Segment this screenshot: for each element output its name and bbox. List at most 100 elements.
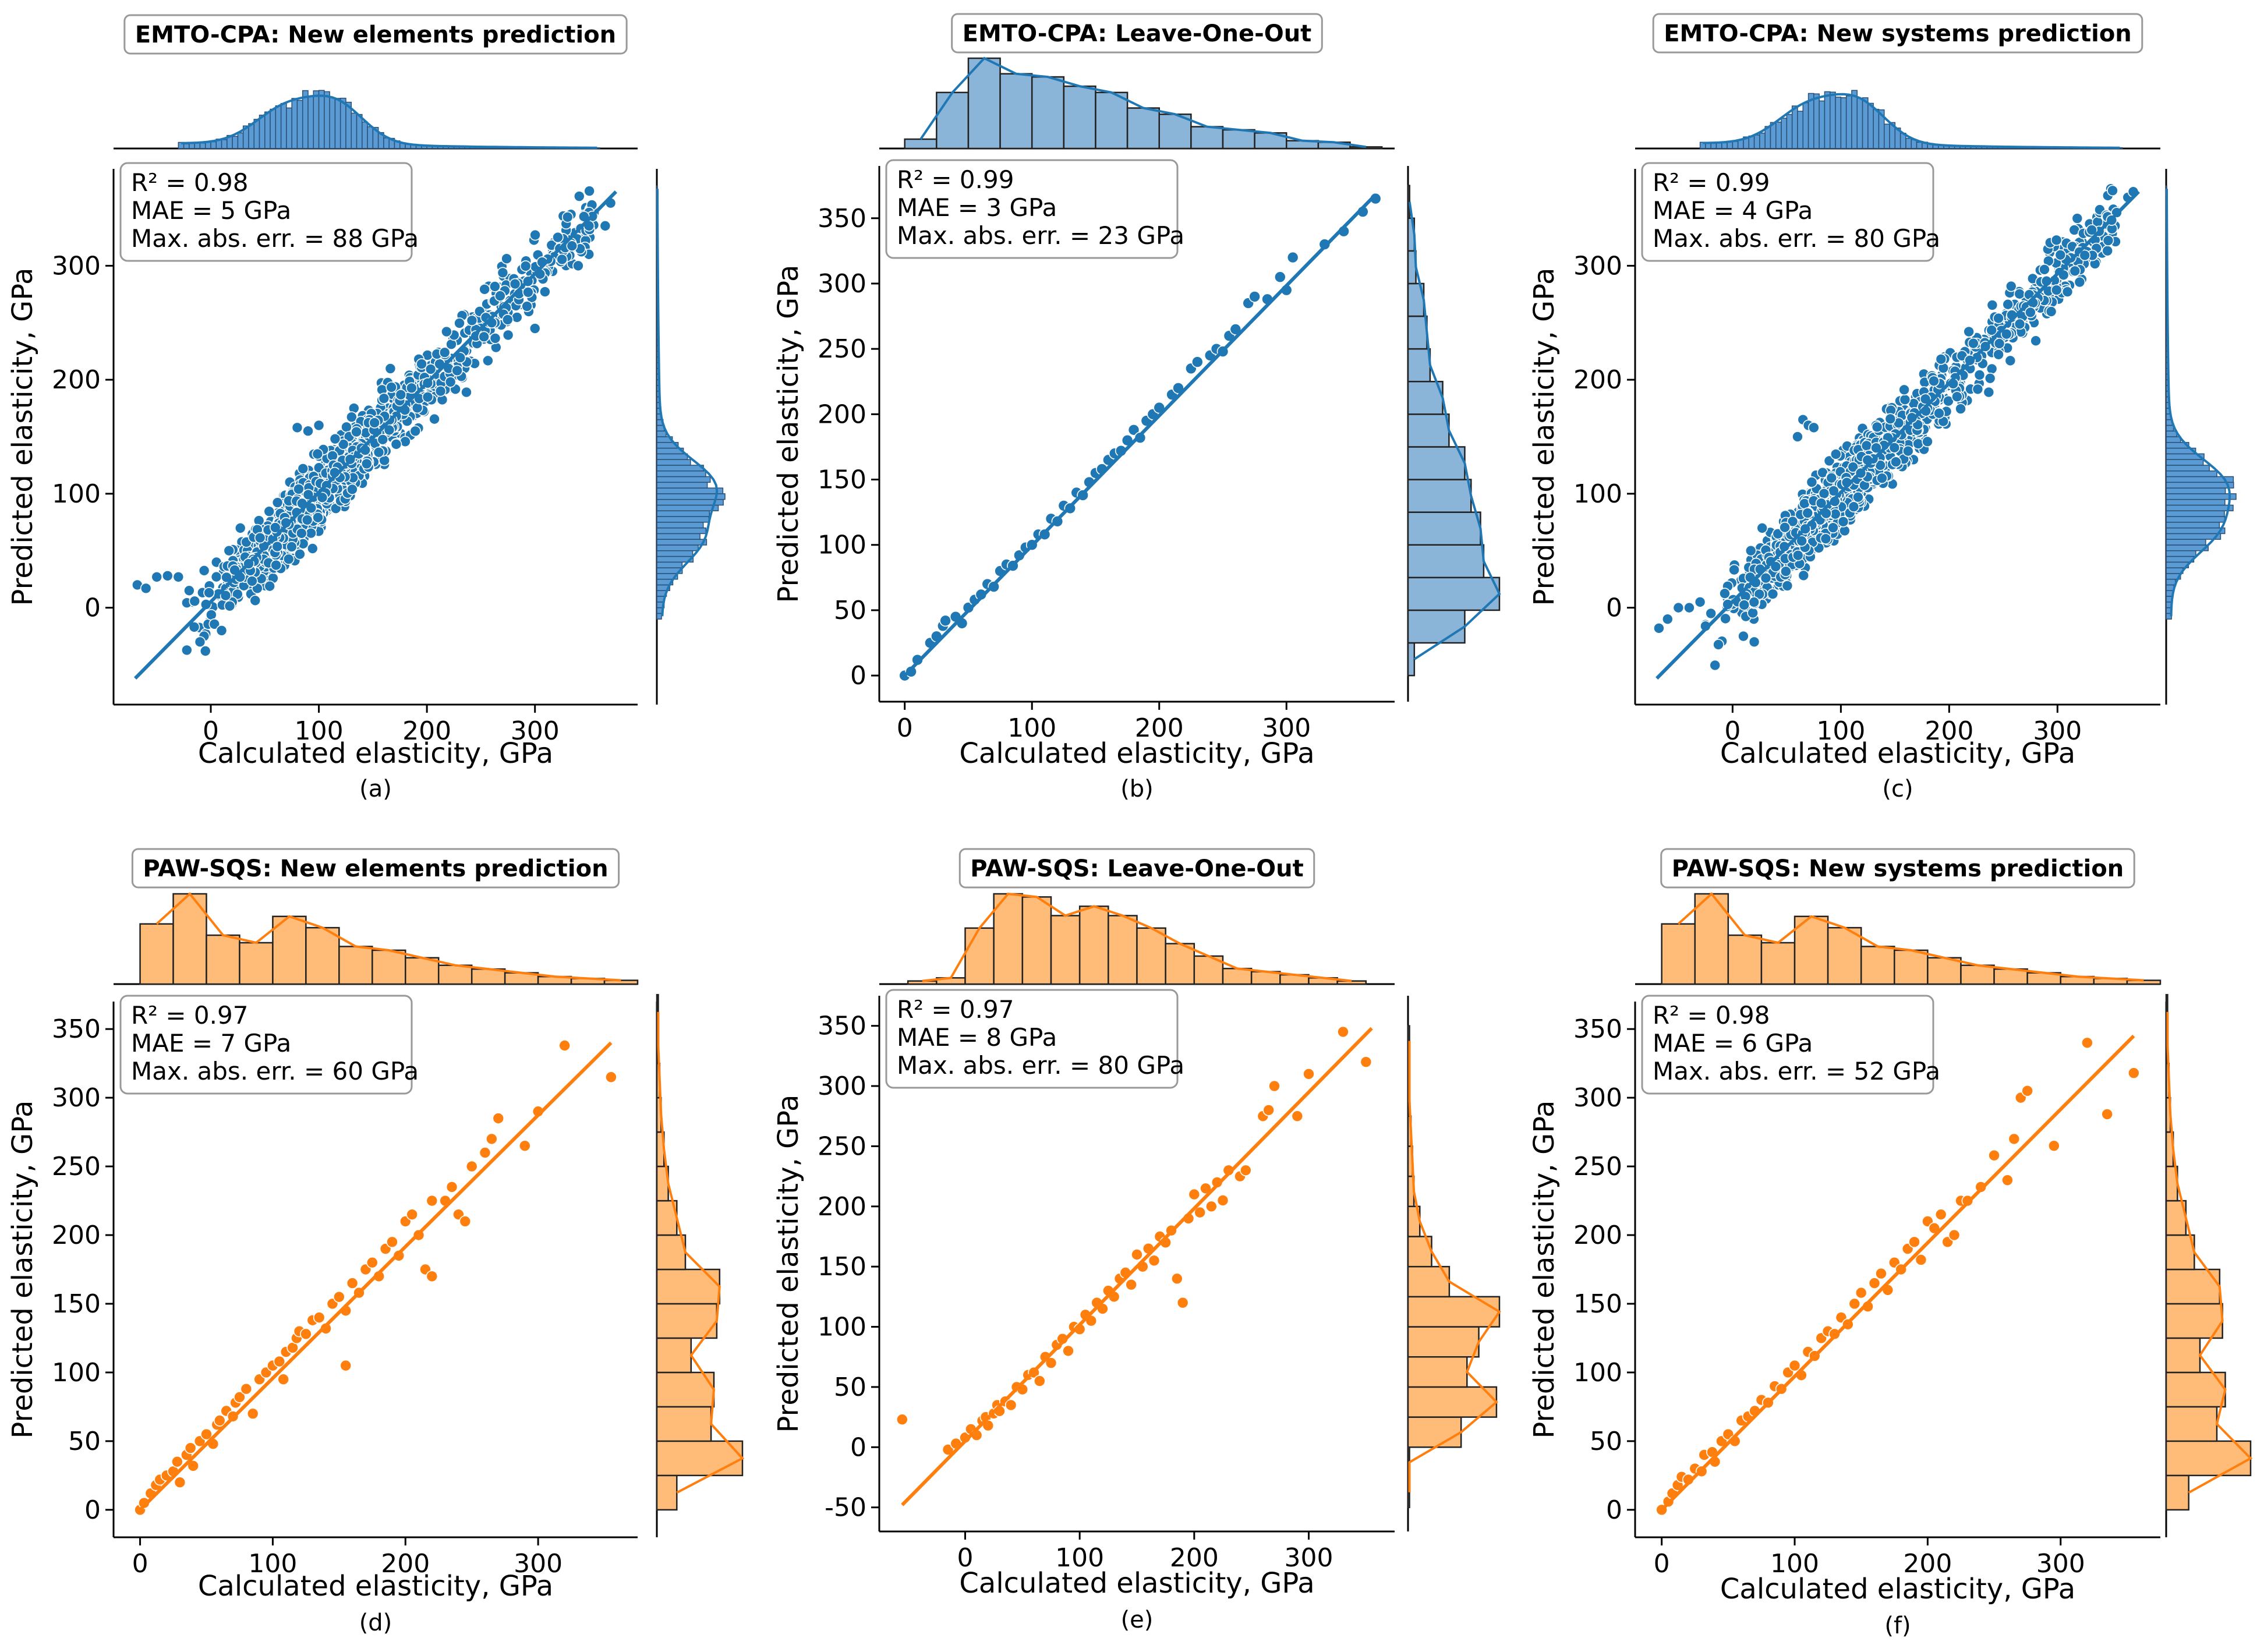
data-point: [1672, 602, 1685, 614]
title-box: [951, 13, 1323, 54]
histogram-bar: [1775, 121, 1782, 149]
data-point: [138, 1497, 150, 1509]
histogram-bar: [2166, 533, 2221, 540]
data-point: [1134, 431, 1147, 444]
data-point: [386, 1236, 398, 1248]
y-tick-label: 150: [1573, 1289, 1622, 1319]
data-point: [1847, 461, 1859, 473]
histogram-bar: [313, 90, 320, 149]
histogram-bar: [1793, 915, 1829, 985]
data-point: [1756, 522, 1768, 534]
histogram-bar: [2126, 979, 2162, 985]
y-tick-label: 100: [818, 530, 866, 560]
x-tick-label: 300: [511, 716, 560, 746]
histogram-bar: [1927, 957, 1962, 985]
histogram-bar: [1407, 642, 1416, 677]
stats-box: [119, 995, 413, 1095]
histogram-bar: [302, 90, 309, 149]
data-point: [2025, 306, 2036, 319]
data-point: [1719, 588, 1731, 599]
x-tick-label: 200: [1170, 1543, 1219, 1573]
data-point: [406, 382, 418, 394]
data-point: [441, 326, 452, 338]
stats-line: R² = 0.98: [1653, 1001, 1770, 1030]
histogram-bar: [405, 957, 440, 985]
x-tick-label: 300: [1285, 1543, 1333, 1573]
stats-line: Max. abs. err. = 88 GPa: [131, 224, 419, 253]
y-tick-label: 50: [68, 1427, 101, 1456]
histogram-bar: [656, 544, 699, 551]
histogram-bar: [1873, 108, 1880, 149]
histogram-bar: [1993, 968, 2028, 985]
y-tick-label: 200: [818, 1192, 866, 1222]
histogram-bar: [656, 516, 710, 523]
x-tick-label: 300: [2036, 1549, 2085, 1579]
data-point: [270, 522, 281, 533]
y-tick-label: 250: [818, 1131, 866, 1161]
histogram-bar: [367, 126, 374, 149]
histogram-bar: [1136, 927, 1166, 985]
data-point: [454, 352, 466, 364]
histogram-bar: [280, 102, 287, 149]
y-tick-label: 100: [1573, 479, 1622, 509]
data-point: [2107, 185, 2118, 197]
data-point: [465, 1160, 478, 1173]
data-point: [502, 329, 514, 341]
histogram-bar: [362, 121, 368, 149]
histogram-bar: [2166, 522, 2220, 529]
histogram-bar: [1021, 896, 1052, 985]
data-point: [385, 381, 397, 393]
data-point: [1176, 1296, 1189, 1309]
data-point: [411, 402, 423, 414]
histogram-bar: [1222, 129, 1255, 150]
histogram-bar: [656, 1474, 678, 1511]
data-point: [2061, 286, 2074, 298]
data-point: [140, 582, 152, 595]
histogram-bar: [1407, 609, 1466, 644]
histogram-bar: [1407, 446, 1466, 480]
data-point: [1928, 375, 1940, 387]
x-tick-label: 0: [957, 1543, 974, 1573]
stats-line: MAE = 7 GPa: [131, 1029, 291, 1057]
x-tick-label: 100: [1055, 1543, 1104, 1573]
data-point: [519, 260, 532, 272]
histogram-bar: [339, 97, 346, 149]
regression-line: [901, 1027, 1373, 1506]
panel-label: (a): [359, 776, 392, 802]
data-point: [174, 1476, 186, 1488]
data-point: [1760, 572, 1772, 584]
histogram-bar: [2165, 1337, 2201, 1374]
data-point: [1211, 1176, 1223, 1188]
kde-curve: [656, 189, 719, 617]
histogram-bar: [2166, 504, 2234, 511]
stats-line: R² = 0.97: [897, 995, 1014, 1024]
regression-line: [1655, 190, 2140, 680]
data-point: [558, 1039, 571, 1052]
data-point: [1191, 356, 1204, 368]
title-box: [958, 848, 1315, 889]
data-point: [277, 1373, 289, 1386]
data-point: [183, 585, 195, 597]
histogram-bar: [1732, 141, 1739, 149]
histogram-bar: [194, 143, 201, 149]
data-point: [1728, 564, 1740, 576]
data-point: [1973, 369, 1986, 381]
histogram-bar: [1407, 479, 1472, 513]
data-point: [1748, 636, 1760, 648]
data-point: [422, 391, 434, 403]
histogram-bar: [1190, 126, 1224, 150]
data-point: [339, 1359, 352, 1372]
data-point: [1240, 1164, 1252, 1177]
data-point: [1787, 515, 1799, 528]
data-point: [2081, 1037, 2093, 1049]
histogram-bar: [993, 893, 1024, 985]
data-point: [1888, 441, 1901, 454]
histogram-bar: [1407, 1386, 1498, 1418]
right-histogram: [1407, 1025, 1501, 1508]
histogram-bar: [1108, 915, 1138, 985]
data-point: [320, 1322, 332, 1335]
data-point: [351, 426, 362, 438]
data-point: [293, 483, 305, 495]
histogram-bar: [1791, 105, 1798, 149]
histogram-bar: [2166, 498, 2226, 506]
